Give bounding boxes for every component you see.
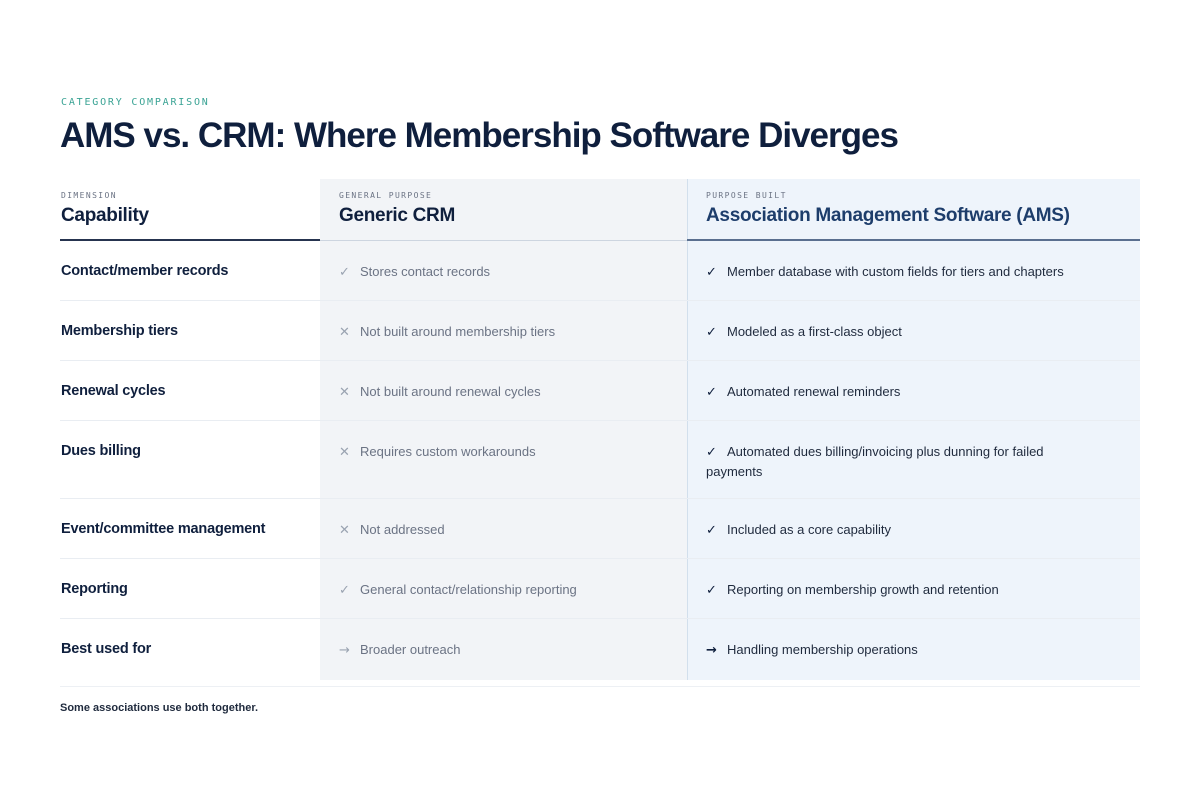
header-divider	[60, 239, 320, 241]
crm-value: Not built around membership tiers	[360, 324, 556, 339]
header-ams-title: Association Management Software (AMS)	[706, 205, 1070, 226]
header-ams-label: PURPOSE BUILT	[706, 191, 787, 200]
check-icon: ✓	[706, 523, 717, 538]
check-icon: ✓	[706, 325, 717, 340]
ams-value: Reporting on membership growth and reten…	[727, 582, 999, 597]
check-icon: ✓	[339, 265, 350, 280]
table-row: Reporting ✓ General contact/relationship …	[60, 559, 1140, 619]
crm-column-background	[320, 179, 687, 680]
dimension-label: Membership tiers	[61, 323, 178, 339]
check-icon: ✓	[706, 445, 717, 460]
crm-value: Stores contact records	[360, 264, 491, 279]
header-crm-label: GENERAL PURPOSE	[339, 191, 433, 200]
arrow-right-icon: →	[339, 643, 350, 658]
table-row: Dues billing ✕ Requires custom workaround…	[60, 421, 1140, 499]
dimension-label: Event/committee management	[61, 521, 266, 537]
cross-icon: ✕	[339, 523, 350, 538]
cross-icon: ✕	[339, 325, 350, 340]
table-row: Best used for → Broader outreach → Handlin…	[60, 619, 1140, 679]
comparison-table: DIMENSION Capability GENERAL PURPOSE Gen…	[60, 179, 1140, 680]
table-row: Membership tiers ✕ Not built around membe…	[60, 301, 1140, 361]
check-icon: ✓	[706, 385, 717, 400]
ams-value: Included as a core capability	[727, 522, 892, 537]
check-icon: ✓	[339, 583, 350, 598]
header-dimension-label: DIMENSION	[61, 191, 117, 200]
check-icon: ✓	[706, 265, 717, 280]
header-dimension-title: Capability	[61, 205, 149, 226]
table-bottom-divider	[60, 686, 1140, 687]
ams-value: Modeled as a first-class object	[727, 324, 902, 339]
cross-icon: ✕	[339, 385, 350, 400]
dimension-label: Dues billing	[61, 443, 141, 459]
table-header-row: DIMENSION Capability GENERAL PURPOSE Gen…	[60, 179, 1140, 241]
ams-value: Member database with custom fields for t…	[727, 264, 1064, 279]
check-icon: ✓	[706, 583, 717, 598]
footnote: Some associations use both together.	[60, 702, 259, 714]
dimension-label: Contact/member records	[61, 263, 229, 279]
crm-value: Requires custom workarounds	[360, 444, 536, 459]
dimension-label: Best used for	[61, 641, 152, 657]
page-title: AMS vs. CRM: Where Membership Software D…	[60, 116, 899, 155]
table-row: Renewal cycles ✕ Not built around renewal…	[60, 361, 1140, 421]
crm-value: Not addressed	[360, 522, 445, 537]
header-crm-title: Generic CRM	[339, 205, 456, 226]
header-divider	[320, 240, 687, 241]
header-ams: PURPOSE BUILT Association Management Sof…	[687, 179, 1140, 241]
crm-value: Broader outreach	[360, 642, 461, 657]
dimension-label: Renewal cycles	[61, 383, 166, 399]
header-dimension: DIMENSION Capability	[60, 179, 320, 241]
crm-value: General contact/relationship reporting	[360, 582, 577, 597]
arrow-right-icon: →	[706, 643, 717, 658]
table-row: Event/committee management ✕ Not addresse…	[60, 499, 1140, 559]
table-row: Contact/member records ✓ Stores contact r…	[60, 241, 1140, 301]
ams-value: Handling membership operations	[727, 642, 918, 657]
ams-value: Automated renewal reminders	[727, 384, 901, 399]
ams-value: Automated dues billing/invoicing plus du…	[706, 444, 1044, 479]
dimension-label: Reporting	[61, 581, 128, 597]
cross-icon: ✕	[339, 445, 350, 460]
eyebrow-label: CATEGORY COMPARISON	[61, 97, 210, 108]
crm-value: Not built around renewal cycles	[360, 384, 541, 399]
header-divider	[687, 239, 1140, 241]
ams-column-background	[687, 179, 1140, 680]
header-crm: GENERAL PURPOSE Generic CRM	[320, 179, 687, 241]
